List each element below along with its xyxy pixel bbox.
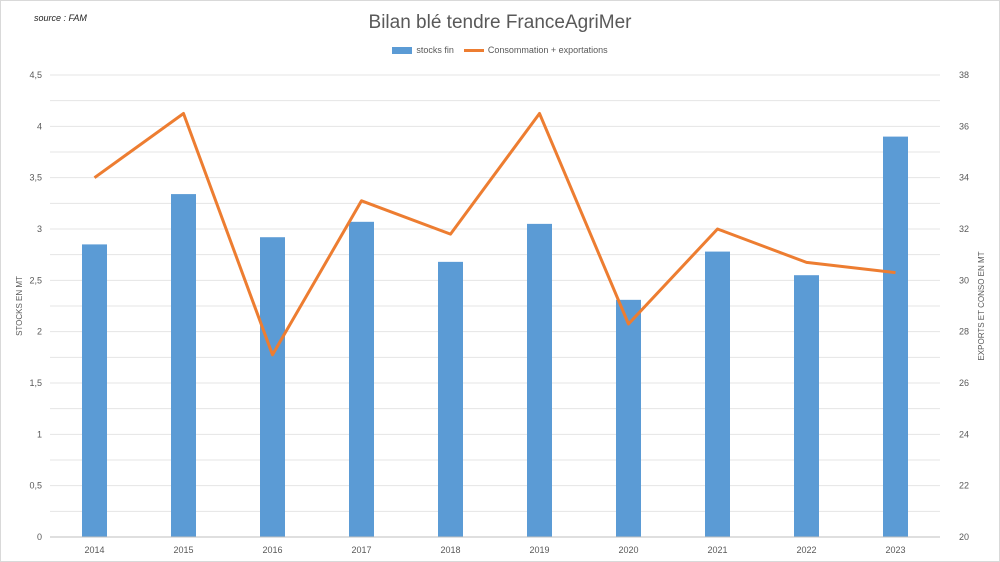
y-right-tick-label: 36 bbox=[959, 121, 969, 131]
y-right-tick-label: 20 bbox=[959, 532, 969, 542]
legend-swatch-stocks bbox=[392, 46, 413, 54]
y-right-tick-label: 22 bbox=[959, 481, 969, 491]
y-right-tick-label: 30 bbox=[959, 275, 969, 285]
axes: 00,511,522,533,544,520222426283032343638… bbox=[29, 70, 969, 555]
legend: stocks fin Consommation + exportations bbox=[0, 45, 1000, 55]
chart-title: Bilan blé tendre FranceAgriMer bbox=[368, 12, 632, 33]
y-right-tick-label: 26 bbox=[959, 378, 969, 388]
legend-item-conso[interactable]: Consommation + exportations bbox=[463, 45, 608, 55]
x-tick-label: 2023 bbox=[885, 545, 905, 555]
bar-stocks-2016 bbox=[260, 237, 285, 538]
x-tick-label: 2022 bbox=[796, 545, 816, 555]
bar-stocks-2015 bbox=[171, 194, 196, 538]
y-right-tick-label: 24 bbox=[959, 429, 969, 439]
y-axis-left-title: STOCKS EN MT bbox=[15, 276, 24, 336]
bar-stocks-2023 bbox=[883, 136, 908, 537]
y-left-tick-label: 2 bbox=[37, 327, 42, 337]
y-left-tick-label: 3 bbox=[37, 224, 42, 234]
x-tick-label: 2019 bbox=[529, 545, 549, 555]
bar-stocks-2014 bbox=[82, 244, 107, 537]
x-tick-label: 2021 bbox=[707, 545, 727, 555]
y-left-tick-label: 0 bbox=[37, 532, 42, 542]
y-axis-right-title: EXPORTS ET CONSO EN MT bbox=[977, 251, 986, 360]
y-right-tick-label: 28 bbox=[959, 327, 969, 337]
x-tick-label: 2018 bbox=[440, 545, 460, 555]
x-tick-label: 2017 bbox=[351, 545, 371, 555]
bar-stocks-2017 bbox=[349, 221, 374, 537]
bar-stocks-2021 bbox=[705, 251, 730, 537]
y-left-tick-label: 1,5 bbox=[29, 378, 42, 388]
x-tick-label: 2016 bbox=[262, 545, 282, 555]
bar-stocks-2019 bbox=[527, 223, 552, 537]
x-tick-label: 2014 bbox=[84, 545, 104, 555]
y-left-tick-label: 4,5 bbox=[29, 70, 42, 80]
y-left-tick-label: 1 bbox=[37, 429, 42, 439]
y-left-tick-label: 4 bbox=[37, 121, 42, 131]
bar-stocks-2022 bbox=[794, 275, 819, 537]
legend-item-stocks[interactable]: stocks fin bbox=[392, 45, 454, 55]
bar-series-stocks bbox=[82, 136, 908, 538]
legend-label-conso: Consommation + exportations bbox=[487, 45, 608, 55]
y-right-tick-label: 32 bbox=[959, 224, 969, 234]
source-note: source : FAM bbox=[34, 13, 87, 23]
y-right-tick-label: 34 bbox=[959, 173, 969, 183]
legend-label-stocks: stocks fin bbox=[416, 45, 454, 55]
bar-stocks-2018 bbox=[438, 261, 463, 537]
y-right-tick-label: 38 bbox=[959, 70, 969, 80]
bar-stocks-2020 bbox=[616, 299, 641, 537]
x-tick-label: 2020 bbox=[618, 545, 638, 555]
y-left-tick-label: 3,5 bbox=[29, 173, 42, 183]
y-left-tick-label: 2,5 bbox=[29, 275, 42, 285]
line-series-conso bbox=[93, 112, 896, 357]
y-left-tick-label: 0,5 bbox=[29, 481, 42, 491]
line-conso-exports bbox=[93, 112, 896, 357]
x-tick-label: 2015 bbox=[173, 545, 193, 555]
legend-swatch-conso bbox=[463, 48, 484, 52]
